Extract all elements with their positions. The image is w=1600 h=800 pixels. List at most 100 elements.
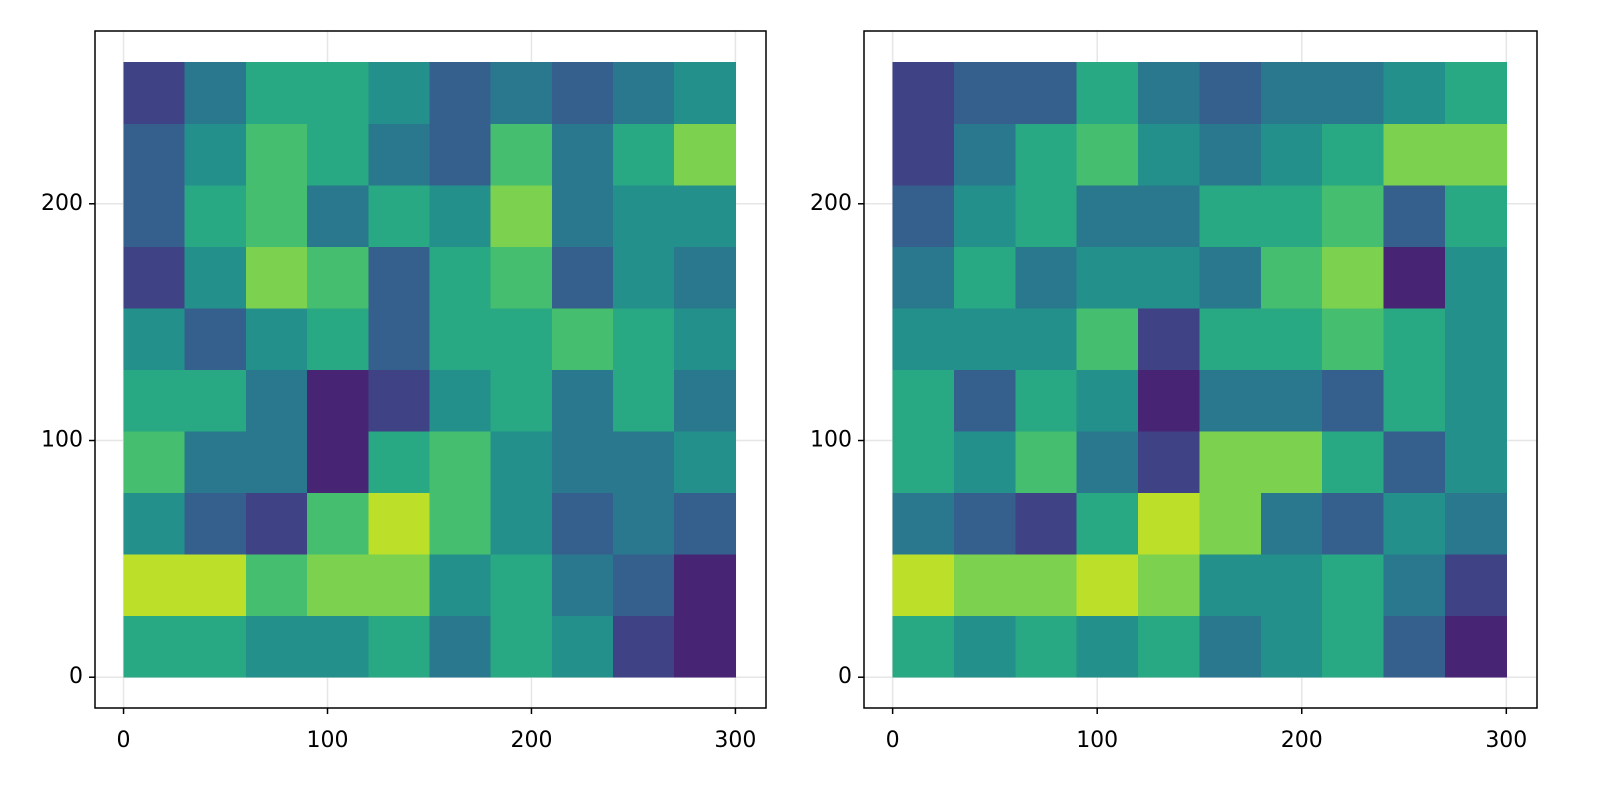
y-tick-label: 200 — [810, 191, 852, 216]
heatmap-cell — [307, 431, 369, 494]
heatmap-cell — [490, 369, 553, 432]
heatmap-cell — [1015, 492, 1078, 555]
heatmap-cell — [1260, 554, 1323, 617]
heatmap-cell — [429, 184, 492, 247]
heatmap-cell — [1199, 123, 1262, 186]
heatmap-cell — [368, 184, 430, 247]
heatmap-cell — [123, 431, 186, 494]
heatmap-cell — [429, 246, 492, 309]
heatmap-cell — [1199, 61, 1262, 124]
heatmap-cell — [1138, 554, 1200, 617]
heatmap-cell — [892, 431, 955, 494]
heatmap-cell — [674, 184, 736, 247]
heatmap-cell — [1199, 307, 1262, 370]
heatmap-cell — [123, 307, 186, 370]
heatmap-cell — [954, 184, 1016, 247]
heatmap-cell — [184, 123, 247, 186]
heatmap-cell — [368, 431, 430, 494]
heatmap-cell — [123, 246, 186, 309]
heatmap-cell — [1138, 431, 1200, 494]
heatmap-cell — [1444, 246, 1507, 309]
heatmap-cell — [184, 615, 247, 678]
heatmap-cell — [1260, 369, 1323, 432]
y-tick-label: 100 — [41, 428, 83, 453]
heatmap-cell — [674, 61, 736, 124]
heatmap-cell — [551, 61, 614, 124]
heatmap-cell — [892, 307, 955, 370]
heatmap-cell — [954, 431, 1016, 494]
heatmap-cell — [613, 615, 675, 678]
heatmap-cell — [892, 61, 955, 124]
x-tick-label: 100 — [1076, 728, 1118, 753]
heatmap-cell — [613, 61, 675, 124]
heatmap-cell — [1138, 369, 1200, 432]
heatmap-cell — [1076, 369, 1139, 432]
plot-frame — [863, 30, 1538, 709]
y-tick-label: 0 — [69, 664, 83, 689]
heatmap-cell — [368, 554, 430, 617]
heatmap-cell — [307, 492, 369, 555]
heatmap-cell — [1015, 307, 1078, 370]
heatmap-cell — [490, 61, 553, 124]
heatmap-cell — [1444, 492, 1507, 555]
heatmap-cell — [674, 123, 736, 186]
heatmap-cell — [184, 554, 247, 617]
heatmap-cell — [429, 369, 492, 432]
heatmap-cell — [123, 123, 186, 186]
heatmap-cell — [307, 307, 369, 370]
heatmap-cell — [368, 123, 430, 186]
panel: 0 100 200 300 0 100 200 — [41, 30, 767, 753]
heatmap-cell — [1076, 554, 1139, 617]
heatmap-cell — [613, 492, 675, 555]
heatmap-cell — [1076, 246, 1139, 309]
heatmap-cell — [1383, 615, 1446, 678]
heatmap-cell — [429, 615, 492, 678]
heatmap-cell — [307, 61, 369, 124]
heatmap-cell — [490, 123, 553, 186]
heatmap-cell — [1322, 431, 1385, 494]
heatmap-cell — [368, 307, 430, 370]
heatmap-cell — [1076, 184, 1139, 247]
heatmap-cell — [1322, 61, 1385, 124]
heatmap-cell — [1260, 61, 1323, 124]
heatmap-cell — [429, 492, 492, 555]
x-tick-label: 100 — [307, 728, 349, 753]
heatmap-cell — [490, 492, 553, 555]
y-tick-label: 0 — [838, 664, 852, 689]
heatmap-cell — [1444, 431, 1507, 494]
heatmap-cell — [245, 431, 308, 494]
heatmap-cell — [1444, 61, 1507, 124]
heatmap-cell — [490, 246, 553, 309]
y-tick-label: 100 — [810, 428, 852, 453]
heatmap-cell — [1076, 492, 1139, 555]
heatmap-cell — [490, 307, 553, 370]
heatmap-cell — [613, 431, 675, 494]
heatmap-cell — [1322, 184, 1385, 247]
heatmap-cell — [429, 554, 492, 617]
heatmap-cell — [674, 246, 736, 309]
heatmap-cell — [892, 123, 955, 186]
heatmap-cell — [954, 554, 1016, 617]
heatmap-cell — [429, 431, 492, 494]
heatmap-cell — [613, 307, 675, 370]
heatmap-cell — [1383, 492, 1446, 555]
heatmap-cell — [674, 615, 736, 678]
heatmap-cell — [1383, 184, 1446, 247]
heatmap-cell — [1260, 123, 1323, 186]
heatmap-cell — [368, 615, 430, 678]
heatmap-cell — [613, 246, 675, 309]
heatmap-cell — [123, 184, 186, 247]
heatmap-cell — [954, 307, 1016, 370]
heatmap-cell — [368, 492, 430, 555]
heatmap-cell — [954, 369, 1016, 432]
heatmap-cell — [954, 123, 1016, 186]
heatmap-cell — [184, 369, 247, 432]
heatmap-cell — [1076, 123, 1139, 186]
heatmap-cell — [307, 554, 369, 617]
y-tick-label: 200 — [41, 191, 83, 216]
heatmap-cell — [551, 307, 614, 370]
heatmap-cell — [307, 615, 369, 678]
heatmap-cell — [245, 369, 308, 432]
